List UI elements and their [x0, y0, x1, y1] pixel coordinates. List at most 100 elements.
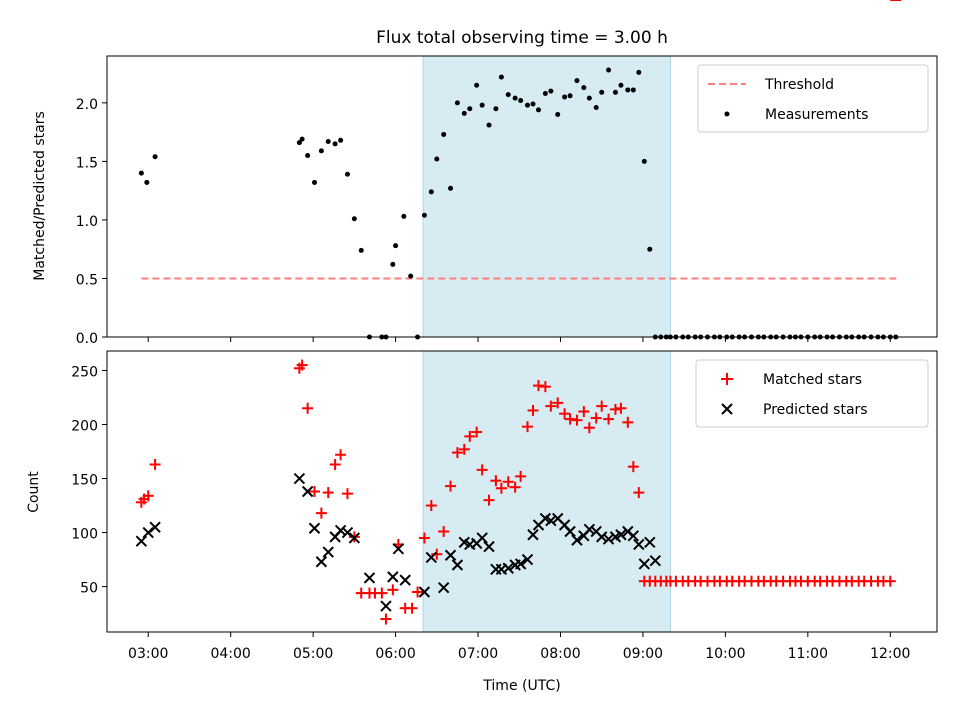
matched-star-point: [476, 464, 488, 476]
matched-star-point: [142, 490, 154, 502]
matched-star-point: [418, 532, 430, 544]
matched-star-point: [527, 404, 539, 416]
y-tick-label: 100: [71, 527, 98, 543]
matched-star-point: [532, 380, 544, 392]
matched-star-point: [380, 613, 392, 625]
predicted-star-point: [399, 574, 411, 586]
x-tick-label: 07:00: [458, 646, 498, 662]
matched-star-point: [545, 400, 557, 412]
matched-star-point: [884, 575, 896, 587]
observing-window-shade: [422, 350, 671, 633]
measurement-point: [318, 148, 324, 154]
matched-star-point: [603, 413, 615, 425]
matched-star-point: [412, 586, 424, 598]
measurement-point: [401, 213, 407, 219]
y-tick-label: 250: [71, 364, 98, 380]
matched-star-point: [315, 507, 327, 519]
predicted-star-point: [425, 551, 438, 564]
y-tick-label: 0.0: [76, 331, 98, 347]
legend-measurements-label: Measurements: [765, 107, 868, 123]
ratio-legend: Threshold Measurements: [697, 64, 929, 133]
measurement-point: [390, 261, 396, 267]
legend-threshold-label: Threshold: [764, 77, 834, 93]
legend-measurements-swatch: [724, 111, 730, 117]
measurement-point: [599, 89, 605, 95]
predicted-star-point: [392, 543, 405, 555]
measurement-point: [518, 97, 524, 103]
measurement-point: [524, 102, 530, 108]
matched-star-point: [633, 487, 645, 499]
panel-counts-frame: [106, 350, 938, 633]
observing-window-shade: [422, 55, 671, 338]
matched-star-point: [495, 482, 507, 494]
matched-star-point: [445, 480, 457, 492]
measurement-point: [144, 179, 150, 185]
y-tick-label: 200: [71, 418, 98, 434]
predicted-star-point: [149, 521, 161, 533]
measurement-point: [428, 189, 434, 195]
measurement-point: [512, 95, 518, 101]
matched-star-point: [296, 359, 308, 371]
measurement-point: [479, 102, 485, 108]
measurement-point: [312, 179, 317, 185]
matched-star-point: [502, 476, 514, 488]
predicted-star-point: [633, 538, 645, 551]
panel-ratio: 0.00.51.01.52.0 Matched/Predicted stars …: [32, 55, 938, 347]
x-tick-label: 11:00: [788, 646, 828, 662]
x-tick-label: 04:00: [210, 646, 250, 662]
measurement-point: [548, 88, 554, 94]
counts-y-axis-label: Count: [26, 471, 42, 513]
matched-star-point: [509, 481, 521, 493]
predicted-star-point: [649, 554, 662, 567]
measurement-point: [498, 74, 504, 80]
x-tick-label: 06:00: [375, 646, 415, 662]
predicted-star-point: [135, 535, 148, 547]
predicted-star-point: [334, 524, 347, 537]
predicted-star-point: [564, 525, 576, 538]
legend-matched-swatch: [721, 373, 733, 385]
x-tick-label: 10:00: [705, 646, 745, 662]
measurement-point: [332, 141, 338, 147]
measurement-point: [505, 92, 511, 98]
measurement-point: [567, 93, 573, 99]
measurement-point: [535, 107, 541, 113]
matched-star-point: [609, 403, 621, 415]
measurement-point: [344, 171, 350, 177]
measurement-point: [296, 140, 302, 146]
matched-star-point: [451, 447, 463, 459]
measurement-point: [542, 90, 548, 96]
measurement-point: [421, 212, 427, 218]
predicted-star-point: [444, 549, 457, 561]
measurement-point: [305, 153, 311, 159]
matched-star-point: [622, 416, 634, 428]
measurement-point: [625, 87, 631, 93]
measurement-point: [562, 94, 568, 100]
matched-star-point: [539, 381, 551, 393]
predicted-star-point: [571, 534, 583, 546]
measurement-point: [441, 131, 447, 137]
matched-star-point: [464, 430, 476, 442]
measurement-point: [393, 243, 399, 249]
matched-star-point: [564, 413, 576, 425]
predicted-star-point: [315, 556, 328, 568]
measurement-point: [474, 82, 480, 88]
predicted-star-point: [142, 526, 154, 539]
matched-star-point: [552, 397, 564, 409]
predicted-star-point: [502, 562, 514, 574]
matched-star-point: [583, 422, 595, 434]
x-tick-label: 03:00: [128, 646, 168, 662]
predicted-star-point: [514, 558, 527, 570]
y-tick-label: 50: [80, 581, 98, 597]
predicted-star-point: [521, 553, 534, 566]
x-tick-label: 08:00: [540, 646, 580, 662]
matched-star-point: [471, 426, 483, 438]
x-tick-label: 12:00: [870, 646, 910, 662]
matched-star-point: [309, 486, 320, 497]
matched-star-point: [596, 400, 608, 412]
matched-star-point: [615, 402, 627, 414]
predicted-star-point: [476, 532, 488, 544]
matched-star-point: [341, 488, 353, 500]
predicted-star-point: [341, 526, 354, 539]
matched-star-point: [335, 449, 347, 461]
